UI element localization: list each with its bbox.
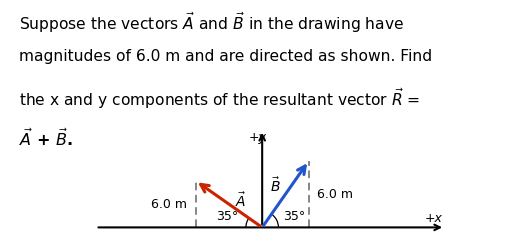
Text: 35°: 35°: [216, 210, 238, 223]
Text: +y: +y: [249, 131, 266, 144]
Text: Suppose the vectors $\vec{A}$ and $\vec{B}$ in the drawing have: Suppose the vectors $\vec{A}$ and $\vec{…: [19, 11, 403, 35]
Text: 6.0 m: 6.0 m: [152, 198, 188, 211]
Text: $\vec{B}$: $\vec{B}$: [270, 176, 280, 195]
Text: +x: +x: [425, 212, 443, 225]
Text: $\vec{A}$: $\vec{A}$: [235, 191, 246, 210]
Text: 6.0 m: 6.0 m: [317, 188, 353, 201]
Text: $\vec{A}$ + $\vec{B}$.: $\vec{A}$ + $\vec{B}$.: [19, 127, 73, 149]
Text: the x and y components of the resultant vector $\vec{R}$ =: the x and y components of the resultant …: [19, 87, 420, 111]
Text: 35°: 35°: [284, 210, 306, 223]
Text: magnitudes of 6.0 m and are directed as shown. Find: magnitudes of 6.0 m and are directed as …: [19, 49, 431, 64]
